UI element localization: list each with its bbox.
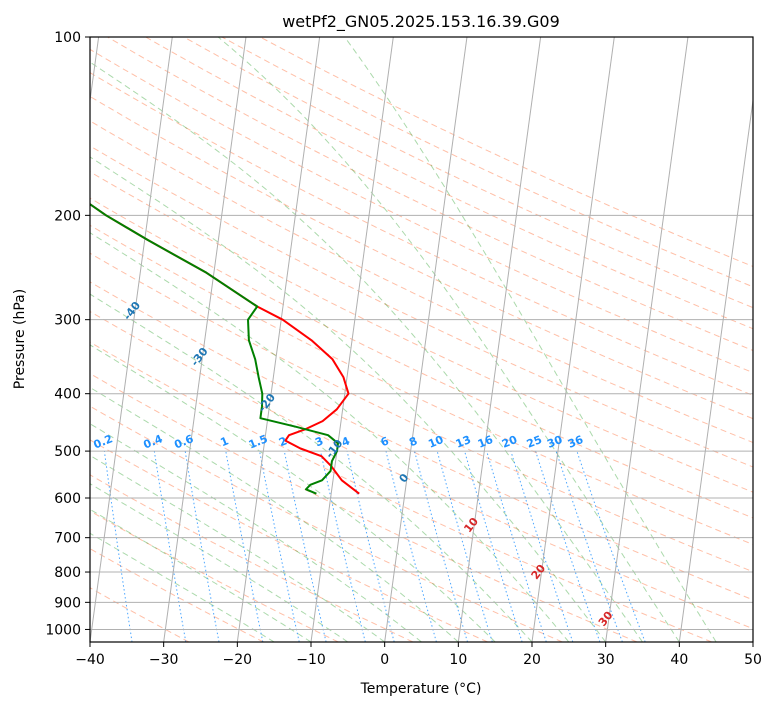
mixing-ratio-label: 36 (566, 433, 585, 451)
y-tick-label: 900 (54, 595, 81, 611)
isotherm-line (531, 37, 615, 642)
x-axis-title: Temperature (°C) (360, 681, 482, 697)
x-tick-label: −10 (296, 652, 326, 668)
mixing-ratio-line (320, 450, 366, 642)
x-tick-label: 10 (449, 652, 467, 668)
mixing-ratio-label: 16 (476, 433, 495, 451)
mixing-ratio-label: 30 (545, 433, 564, 451)
y-axis-title: Pressure (hPa) (12, 289, 28, 389)
mixing-ratio-line (436, 450, 493, 642)
dry-adiabat-line (107, 37, 753, 352)
x-tick-label: 0 (380, 652, 389, 668)
mixing-ratio-label: 8 (407, 434, 419, 449)
moist-adiabat-line (90, 232, 570, 642)
dry-adiabat-line (90, 72, 753, 396)
mixing-ratio-label: 2 (277, 434, 289, 449)
mixing-ratio-line (259, 451, 300, 642)
moist-adiabat-line (217, 37, 680, 642)
y-tick-label: 300 (54, 313, 81, 329)
x-tick-label: −20 (223, 652, 253, 668)
dry-adiabat-line (221, 37, 753, 288)
mixing-ratio-line (283, 451, 327, 642)
mixing-ratio-line (510, 450, 574, 642)
temperature-profile-line (90, 202, 360, 495)
moist-adiabat-line (90, 423, 422, 642)
x-tick-label: 20 (523, 652, 541, 668)
mixing-ratio-line (184, 451, 220, 642)
moist-adiabat-line (90, 61, 643, 642)
x-tick-label: 50 (744, 652, 762, 668)
dry-adiabat-line (90, 120, 753, 444)
dry-adiabat-line (90, 95, 753, 420)
y-tick-label: 600 (54, 491, 81, 507)
isotherm-line (678, 96, 753, 642)
isotherm-line (605, 37, 689, 642)
moist-adiabat-line (90, 156, 607, 642)
dry-adiabat-line (90, 48, 753, 374)
mixing-ratio-line (346, 450, 395, 642)
isotherm-line (90, 37, 173, 642)
isotherm-line (163, 37, 247, 642)
y-tick-label: 100 (54, 30, 81, 46)
dry-adiabat-line (90, 224, 753, 546)
mixing-ratio-line (576, 450, 646, 642)
y-tick-label: 500 (54, 444, 81, 460)
moist-adiabat-line (90, 454, 385, 642)
y-tick-label: 800 (54, 565, 81, 581)
y-tick-label: 700 (54, 531, 81, 547)
y-tick-label: 1000 (45, 622, 81, 638)
moist-adiabat-line (90, 483, 349, 642)
mixing-ratio-label: 10 (426, 433, 445, 451)
mixing-ratio-label: 20 (500, 433, 519, 451)
moist-adiabat-line (90, 293, 533, 642)
dry-adiabat-line (183, 37, 753, 309)
isotherm-line (310, 37, 394, 642)
mixing-ratio-label: 25 (525, 433, 544, 451)
mixing-ratio-line (535, 450, 601, 642)
dry-adiabat-line (90, 311, 753, 630)
moist-adiabat-line (90, 344, 496, 642)
x-tick-label: 30 (597, 652, 615, 668)
moist-adiabat-line (90, 532, 275, 642)
mixing-ratio-line (464, 450, 523, 642)
isotherm-line (457, 37, 542, 642)
dry-adiabat-line (90, 171, 753, 493)
mixing-ratio-label: 13 (454, 433, 473, 451)
y-tick-label: 400 (54, 387, 81, 403)
dry-adiabat-line (90, 145, 753, 468)
dry-adiabat-line (90, 439, 488, 642)
x-tick-label: −40 (75, 652, 105, 668)
dry-adiabat-line (90, 341, 712, 642)
mixing-ratio-line (225, 451, 264, 642)
mixing-ratio-label: 3 (313, 434, 325, 449)
dry-adiabat-line (90, 405, 563, 642)
isotherm-line (384, 37, 468, 642)
isotherm-line (236, 37, 321, 642)
plot-frame (89, 36, 754, 643)
moist-adiabat-line (90, 386, 459, 642)
x-tick-label: 40 (670, 652, 688, 668)
mixing-ratio-label: 1 (219, 434, 231, 449)
mixing-ratio-line (385, 450, 437, 642)
dry-adiabat-line (259, 37, 753, 268)
mixing-ratio-line (103, 451, 133, 642)
mixing-ratio-line (555, 450, 623, 642)
dewpoint-profile-line (90, 202, 339, 495)
moist-adiabat-line (344, 37, 717, 642)
dry-adiabat-line (90, 281, 753, 601)
mixing-ratio-line (414, 450, 468, 642)
y-tick-label: 200 (54, 208, 81, 224)
dry-adiabat-line (145, 37, 753, 330)
chart-title: wetPf2_GN05.2025.153.16.39.G09 (282, 12, 560, 32)
mixing-ratio-line (486, 450, 547, 642)
dry-adiabat-line (90, 252, 753, 573)
mixing-ratio-line (153, 451, 187, 642)
x-tick-label: −30 (149, 652, 179, 668)
